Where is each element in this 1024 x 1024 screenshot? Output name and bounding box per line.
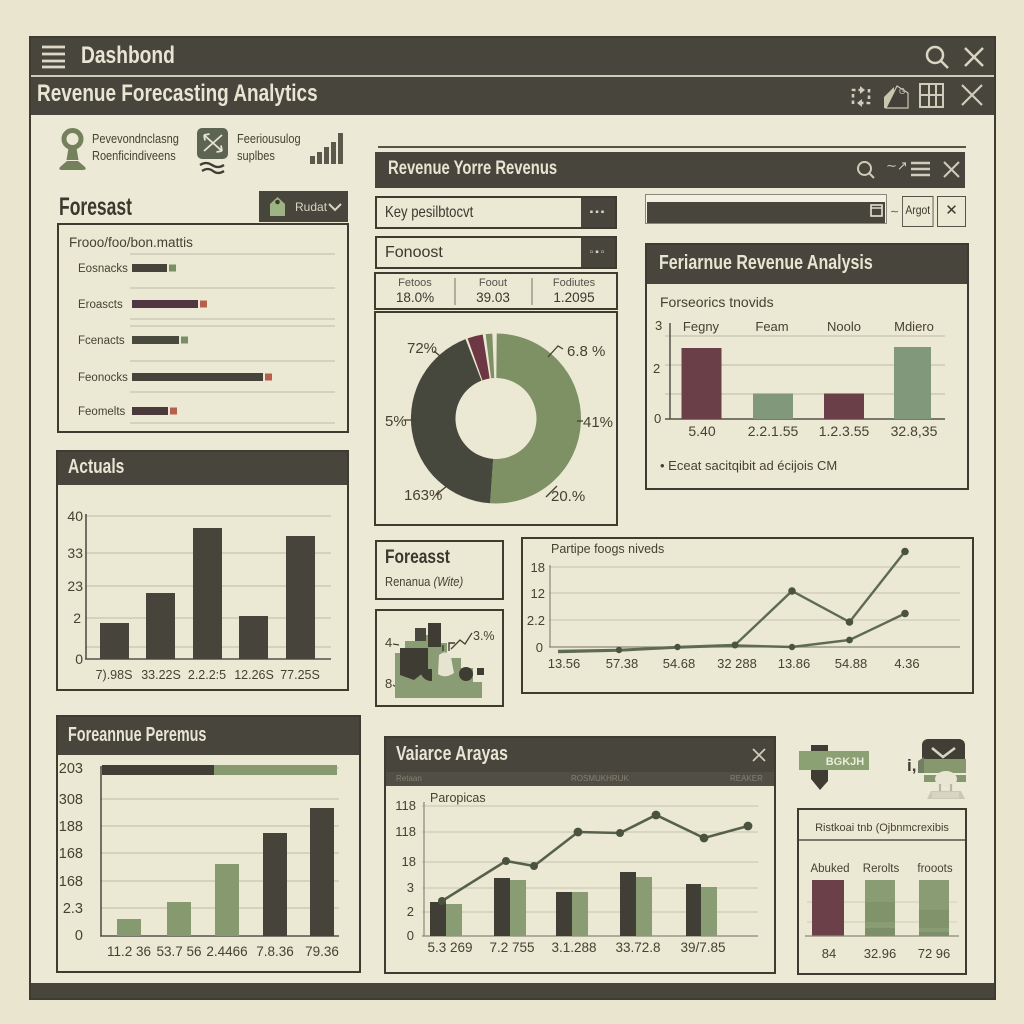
svg-text:Rerolts: Rerolts	[863, 863, 900, 875]
svg-text:1.2095: 1.2095	[553, 290, 594, 305]
svg-text:Feomelts: Feomelts	[78, 406, 126, 418]
svg-text:Paropicas: Paropicas	[430, 791, 486, 805]
svg-text:Feonocks: Feonocks	[78, 372, 128, 384]
svg-text:188: 188	[59, 819, 83, 835]
svg-text:23: 23	[67, 578, 83, 594]
svg-text:168: 168	[59, 874, 83, 890]
svg-text:Partipe foogs niveds: Partipe foogs niveds	[551, 542, 664, 556]
svg-text:5%: 5%	[385, 413, 407, 430]
svg-text:13.56: 13.56	[548, 656, 581, 671]
svg-text:0: 0	[75, 928, 83, 944]
svg-text:2.3: 2.3	[63, 901, 83, 917]
svg-text:118: 118	[395, 824, 416, 839]
svg-text:20.%: 20.%	[551, 488, 585, 505]
svg-text:Foout: Foout	[479, 277, 507, 289]
svg-text:2: 2	[73, 610, 81, 626]
svg-text:11.2 36: 11.2 36	[107, 944, 151, 959]
svg-text:7.2 755: 7.2 755	[489, 940, 534, 955]
svg-text:54.88: 54.88	[835, 656, 868, 671]
svg-text:13.86: 13.86	[778, 656, 811, 671]
svg-text:168: 168	[59, 846, 83, 862]
svg-text:18.0%: 18.0%	[396, 290, 434, 305]
svg-text:Noolo: Noolo	[827, 319, 861, 334]
svg-text:8: 8	[385, 676, 392, 691]
svg-text:39/7.85: 39/7.85	[680, 940, 725, 955]
svg-text:3.1.288: 3.1.288	[551, 940, 596, 955]
svg-text:53.7 56: 53.7 56	[156, 944, 201, 959]
svg-text:2: 2	[653, 361, 660, 376]
svg-text:79.36: 79.36	[305, 944, 339, 959]
svg-text:3: 3	[655, 318, 662, 333]
svg-text:203: 203	[59, 761, 83, 777]
svg-text:4: 4	[385, 635, 392, 650]
svg-text:7).98S: 7).98S	[96, 668, 133, 682]
svg-text:2: 2	[407, 904, 414, 919]
svg-text:Feam: Feam	[755, 319, 788, 334]
svg-text:1.2.3.55: 1.2.3.55	[819, 423, 870, 439]
svg-text:6.8 %: 6.8 %	[567, 343, 605, 360]
svg-text:72 96: 72 96	[918, 946, 951, 961]
svg-text:Frooo/foo/bon.mattis: Frooo/foo/bon.mattis	[69, 235, 193, 250]
svg-text:3.%: 3.%	[473, 629, 495, 643]
svg-text:Fcenacts: Fcenacts	[78, 335, 125, 347]
svg-text:G: G	[899, 87, 905, 96]
svg-text:32 288: 32 288	[717, 656, 757, 671]
svg-text:39.03: 39.03	[476, 290, 510, 305]
svg-text:32.96: 32.96	[864, 946, 897, 961]
svg-text:3: 3	[407, 880, 414, 895]
svg-text:33.22S: 33.22S	[141, 668, 181, 682]
svg-text:Fegny: Fegny	[683, 319, 720, 334]
svg-text:118: 118	[395, 798, 416, 813]
svg-text:72%: 72%	[407, 340, 437, 357]
svg-text:57.38: 57.38	[606, 656, 639, 671]
svg-text:0: 0	[654, 411, 661, 426]
svg-text:7.8.36: 7.8.36	[256, 944, 294, 959]
svg-text:2.4466: 2.4466	[206, 944, 247, 959]
svg-text:Mdiero: Mdiero	[894, 319, 934, 334]
svg-text:2.2.1.55: 2.2.1.55	[748, 423, 799, 439]
svg-text:Forseorics tnovids: Forseorics tnovids	[660, 294, 774, 310]
svg-text:40: 40	[67, 508, 83, 524]
svg-text:12.26S: 12.26S	[234, 668, 274, 682]
svg-text:308: 308	[59, 792, 83, 808]
svg-text:Fodiutes: Fodiutes	[553, 277, 596, 289]
svg-text:5.40: 5.40	[688, 423, 715, 439]
svg-text:33: 33	[67, 545, 83, 561]
svg-text:0: 0	[407, 928, 414, 943]
svg-text:Ristkoai tnb (Ojbnmcrexibis: Ristkoai tnb (Ojbnmcrexibis	[815, 822, 949, 834]
svg-text:Fetoos: Fetoos	[398, 277, 432, 289]
svg-text:77.25S: 77.25S	[280, 668, 320, 682]
svg-text:41%: 41%	[583, 414, 613, 431]
svg-text:BGKJH: BGKJH	[826, 756, 865, 768]
svg-text:0: 0	[536, 640, 543, 655]
svg-text:0: 0	[75, 651, 83, 667]
svg-text:12: 12	[531, 586, 545, 601]
svg-text:2.2: 2.2	[527, 613, 545, 628]
svg-text:54.68: 54.68	[663, 656, 696, 671]
svg-text:163%: 163%	[404, 487, 442, 504]
svg-text:4.36: 4.36	[894, 656, 919, 671]
svg-text:33.72.8: 33.72.8	[615, 940, 660, 955]
svg-text:Eosnacks: Eosnacks	[78, 263, 128, 275]
svg-text:18: 18	[402, 854, 416, 869]
svg-text:frooots: frooots	[917, 863, 952, 875]
svg-text:84: 84	[822, 946, 836, 961]
svg-text:2.2.2:5: 2.2.2:5	[188, 668, 226, 682]
svg-text:32.8,35: 32.8,35	[891, 423, 938, 439]
svg-text:18: 18	[531, 560, 545, 575]
svg-text:Eroascts: Eroascts	[78, 299, 123, 311]
svg-text:Abuked: Abuked	[810, 863, 849, 875]
svg-text:i,: i,	[907, 756, 916, 775]
svg-text:• Eceat sacitqibit ad écijois: • Eceat sacitqibit ad écijois CM	[660, 458, 837, 473]
svg-text:5.3 269: 5.3 269	[427, 940, 472, 955]
